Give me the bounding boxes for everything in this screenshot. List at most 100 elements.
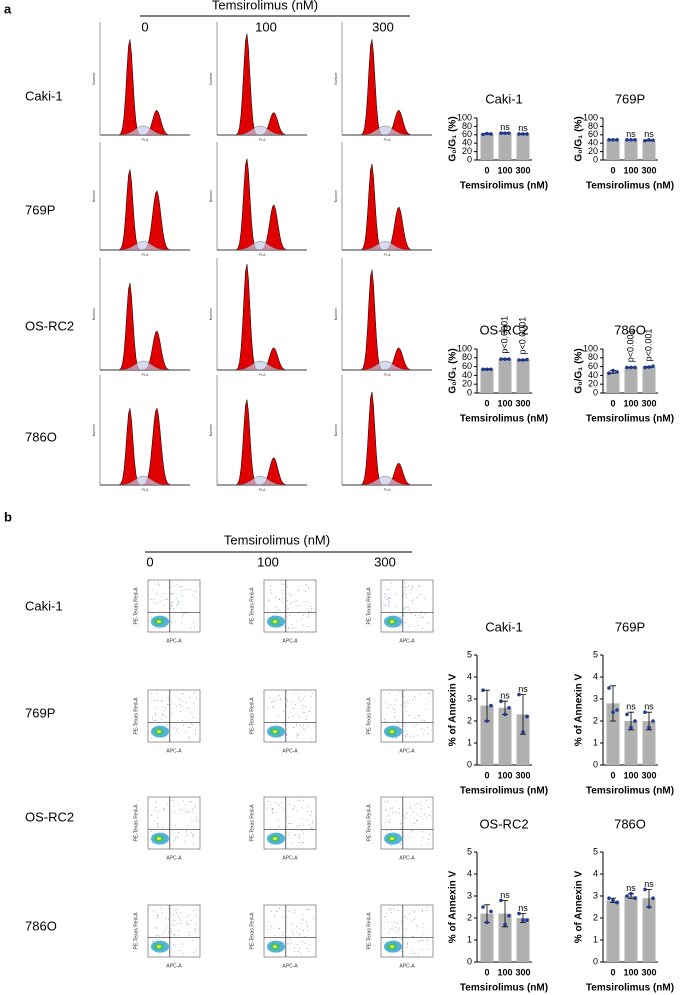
data-point	[633, 365, 637, 370]
dose-label: 0	[146, 554, 153, 569]
flow-event	[195, 729, 196, 731]
flow-event	[306, 920, 307, 922]
flow-event	[186, 921, 187, 923]
flow-event	[183, 614, 184, 616]
flow-event	[299, 800, 301, 802]
bar	[624, 139, 638, 160]
flow-event	[180, 622, 182, 624]
flow-event	[296, 732, 298, 734]
flow-event	[168, 704, 170, 705]
flow-event	[409, 735, 411, 737]
chart-title: 769P	[615, 91, 645, 106]
flow-event	[426, 909, 428, 911]
flow-event	[179, 810, 181, 812]
flow-event	[192, 843, 194, 845]
g1-peak	[342, 269, 432, 371]
flow-event	[163, 605, 165, 606]
flow-event	[303, 729, 305, 731]
flow-event	[303, 724, 305, 726]
y-tick-label: 4	[467, 671, 472, 681]
flow-event	[302, 941, 303, 942]
data-point	[507, 131, 511, 135]
flow-event	[384, 593, 386, 595]
flow-event	[190, 711, 192, 713]
flow-event	[412, 810, 413, 812]
flow-x-label: APC-A	[399, 748, 415, 754]
flow-event	[308, 611, 310, 612]
flow-event	[279, 928, 280, 929]
flow-event	[292, 923, 294, 925]
flow-event	[404, 817, 406, 819]
flow-plot-frame	[263, 689, 317, 743]
y-tick-label: 1	[593, 934, 598, 944]
flow-event	[168, 696, 169, 698]
error-bar	[610, 685, 616, 722]
flow-event	[386, 802, 388, 804]
flow-event	[297, 944, 298, 945]
flow-event	[293, 911, 295, 913]
flow-event	[177, 913, 179, 915]
data-point	[615, 708, 619, 712]
y-tick-label: 0	[593, 956, 598, 966]
flow-event	[412, 830, 414, 832]
g1-peak	[100, 408, 190, 486]
data-point	[647, 905, 651, 909]
bar	[606, 139, 620, 160]
flow-event	[289, 603, 291, 604]
flow-event	[288, 594, 290, 595]
y-tick-label: 60	[588, 361, 598, 371]
flow-event	[189, 935, 191, 936]
data-point	[611, 898, 615, 903]
flow-event	[310, 814, 312, 816]
flow-event	[182, 719, 183, 721]
flow-event	[191, 820, 193, 822]
data-point	[625, 894, 629, 898]
flow-event	[404, 589, 406, 591]
flow-event	[411, 829, 413, 831]
flow-event	[298, 934, 300, 935]
flow-event	[279, 598, 281, 600]
flow-event	[289, 938, 291, 940]
flow-event	[390, 830, 392, 832]
flow-event	[409, 836, 410, 838]
data-point	[629, 725, 633, 730]
flow-event	[175, 597, 177, 599]
x-tick-label: 300	[515, 165, 530, 175]
flow-event	[421, 610, 422, 612]
flow-event	[388, 601, 390, 603]
significance-label: ns	[644, 129, 654, 139]
chart-title: 786O	[614, 322, 646, 337]
y-tick-label: 100	[583, 343, 598, 353]
flow-event	[156, 693, 158, 694]
bar	[498, 707, 512, 765]
s-phase	[342, 125, 432, 136]
flow-event	[173, 934, 175, 935]
flow-event	[423, 836, 424, 838]
flow-event	[266, 808, 268, 810]
x-tick-label: 300	[641, 165, 656, 175]
flow-event	[426, 907, 428, 909]
flow-event	[418, 586, 420, 588]
g1-peak	[342, 391, 432, 486]
flow-event	[384, 916, 386, 918]
flow-event	[286, 734, 288, 735]
flow-event	[404, 916, 406, 917]
chart-title: Caki-1	[485, 91, 523, 106]
flow-event	[425, 831, 427, 833]
flow-event	[177, 837, 179, 838]
bar	[498, 913, 512, 962]
flow-event	[183, 724, 184, 726]
flow-event	[268, 928, 270, 930]
data-point	[481, 688, 485, 692]
significance-label: ns	[518, 123, 528, 133]
flow-event	[303, 727, 305, 729]
histogram-x-label: PI-A	[384, 373, 391, 377]
flow-event	[391, 912, 392, 913]
flow-plot-frame	[147, 796, 201, 850]
histogram-x-label: PI-A	[142, 488, 149, 492]
flow-event	[419, 614, 421, 616]
flow-event	[411, 600, 413, 602]
x-tick-label: 0	[484, 967, 489, 977]
flow-event	[152, 601, 154, 603]
data-point	[517, 692, 521, 697]
